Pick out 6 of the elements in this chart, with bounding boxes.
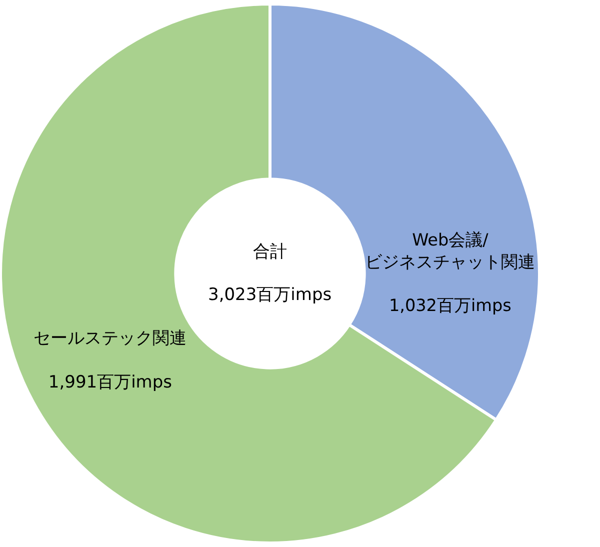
text: 3,023百万imps bbox=[208, 285, 332, 305]
text: 合計 bbox=[253, 242, 287, 262]
data-label: 1,032百万imps bbox=[388, 295, 512, 316]
slice-label: Web会議/ビジネスチャット関連 bbox=[365, 230, 536, 272]
slice-label: セールステック関連 bbox=[34, 328, 187, 348]
data-label: 1,991百万imps bbox=[48, 372, 172, 393]
